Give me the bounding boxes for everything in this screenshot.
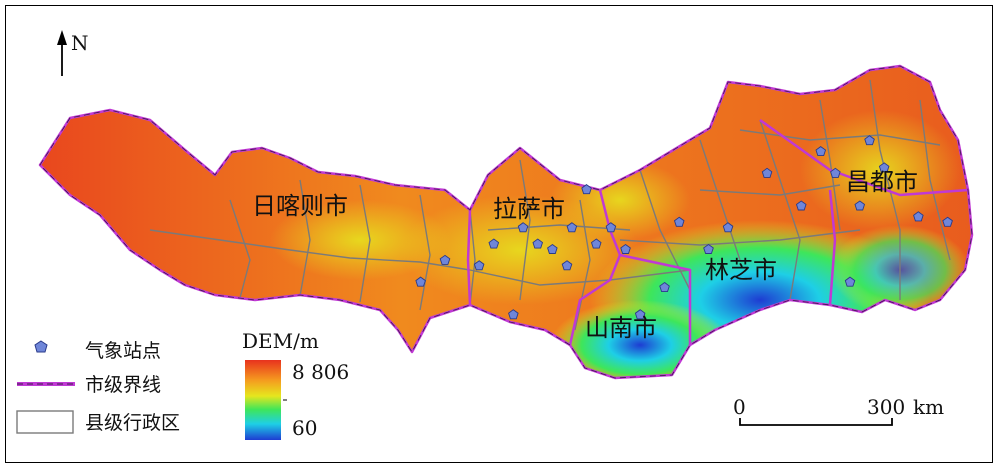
city-label-changdu: 昌都市 bbox=[846, 168, 918, 196]
station-marker bbox=[532, 238, 544, 249]
scale-start: 0 bbox=[733, 395, 746, 419]
station-marker bbox=[830, 167, 841, 178]
station-marker bbox=[659, 281, 670, 293]
city-label-shannan: 山南市 bbox=[585, 314, 657, 342]
station-marker bbox=[673, 216, 685, 227]
station-layer bbox=[415, 135, 953, 320]
station-marker bbox=[703, 243, 714, 254]
legend-station-label: 气象站点 bbox=[85, 340, 161, 362]
station-marker bbox=[439, 254, 451, 265]
station-marker bbox=[722, 222, 734, 233]
scale-unit: km bbox=[913, 395, 944, 419]
north-label: N bbox=[71, 31, 89, 55]
legend-city-boundary-label: 市级界线 bbox=[85, 374, 161, 396]
station-marker bbox=[566, 222, 578, 233]
scale-end: 300 bbox=[867, 395, 905, 419]
scale-bar: 0 300 km bbox=[733, 395, 944, 426]
county-boundaries bbox=[149, 79, 951, 331]
legend: 气象站点 市级界线 县级行政区 DEM/m 8 806 60 bbox=[16, 329, 349, 440]
station-marker bbox=[605, 222, 617, 233]
station-marker bbox=[795, 200, 807, 211]
station-marker bbox=[815, 146, 827, 157]
legend-county-label: 县级行政区 bbox=[85, 412, 180, 434]
station-marker bbox=[761, 167, 773, 178]
station-marker bbox=[942, 216, 953, 227]
station-marker bbox=[854, 200, 866, 211]
station-marker bbox=[581, 184, 592, 195]
station-marker bbox=[864, 135, 875, 146]
station-marker bbox=[415, 276, 426, 287]
dem-color-ramp bbox=[245, 360, 281, 440]
county-legend-icon bbox=[16, 410, 74, 434]
station-marker bbox=[878, 162, 890, 173]
north-arrow-icon bbox=[57, 30, 67, 76]
station-marker bbox=[473, 260, 485, 271]
station-marker bbox=[561, 260, 573, 271]
dem-legend-title: DEM/m bbox=[242, 329, 319, 353]
city-label-lasa: 拉萨市 bbox=[493, 195, 565, 223]
station-marker bbox=[844, 276, 856, 287]
city-boundaries bbox=[38, 64, 974, 380]
station-marker bbox=[547, 243, 558, 254]
station-marker bbox=[913, 211, 924, 222]
station-marker bbox=[517, 222, 529, 233]
dem-max-label: 8 806 bbox=[292, 360, 349, 384]
station-marker bbox=[590, 238, 602, 249]
station-marker bbox=[508, 309, 519, 320]
city-label-rikaze: 日喀则市 bbox=[252, 192, 348, 220]
station-legend-icon bbox=[34, 340, 48, 353]
station-marker bbox=[620, 243, 631, 254]
dem-min-label: 60 bbox=[292, 416, 317, 440]
station-marker bbox=[634, 309, 646, 320]
city-label-linzhi: 林芝市 bbox=[705, 256, 777, 284]
station-marker bbox=[488, 238, 500, 249]
